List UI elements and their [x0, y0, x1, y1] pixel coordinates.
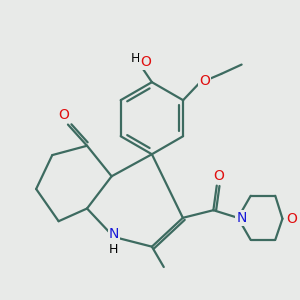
Text: O: O — [58, 108, 69, 122]
Text: O: O — [286, 212, 297, 226]
Text: O: O — [213, 169, 224, 183]
Text: N: N — [236, 211, 247, 225]
Text: H: H — [109, 243, 118, 256]
Text: N: N — [109, 227, 119, 242]
Text: O: O — [199, 74, 210, 88]
Text: O: O — [140, 55, 151, 69]
Text: H: H — [131, 52, 140, 64]
